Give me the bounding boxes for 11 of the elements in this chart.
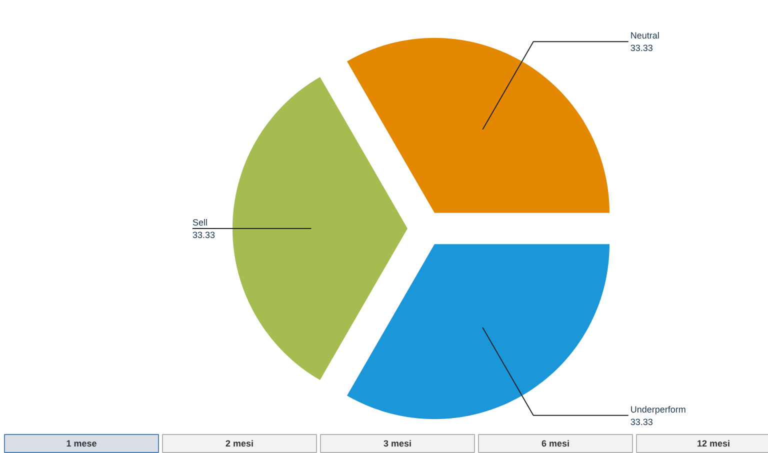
text: 3 mesi — [383, 438, 412, 448]
slice-label: Neutral — [630, 30, 660, 41]
data-label: 33.33 — [630, 416, 653, 427]
text: 6 mesi — [541, 438, 570, 448]
slice-label: Sell — [192, 218, 208, 228]
text: 2 mesi — [225, 438, 254, 448]
text: 1 mese — [66, 438, 97, 448]
text: 12 mesi — [696, 438, 730, 448]
data-label: 33.33 — [630, 43, 653, 54]
data-label: 33.33 — [192, 230, 216, 240]
slice-label: Underperform — [630, 404, 686, 414]
